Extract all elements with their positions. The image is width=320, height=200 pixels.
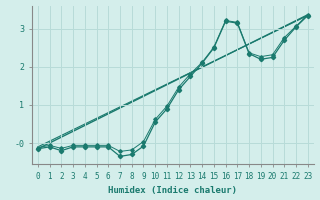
X-axis label: Humidex (Indice chaleur): Humidex (Indice chaleur)	[108, 186, 237, 195]
